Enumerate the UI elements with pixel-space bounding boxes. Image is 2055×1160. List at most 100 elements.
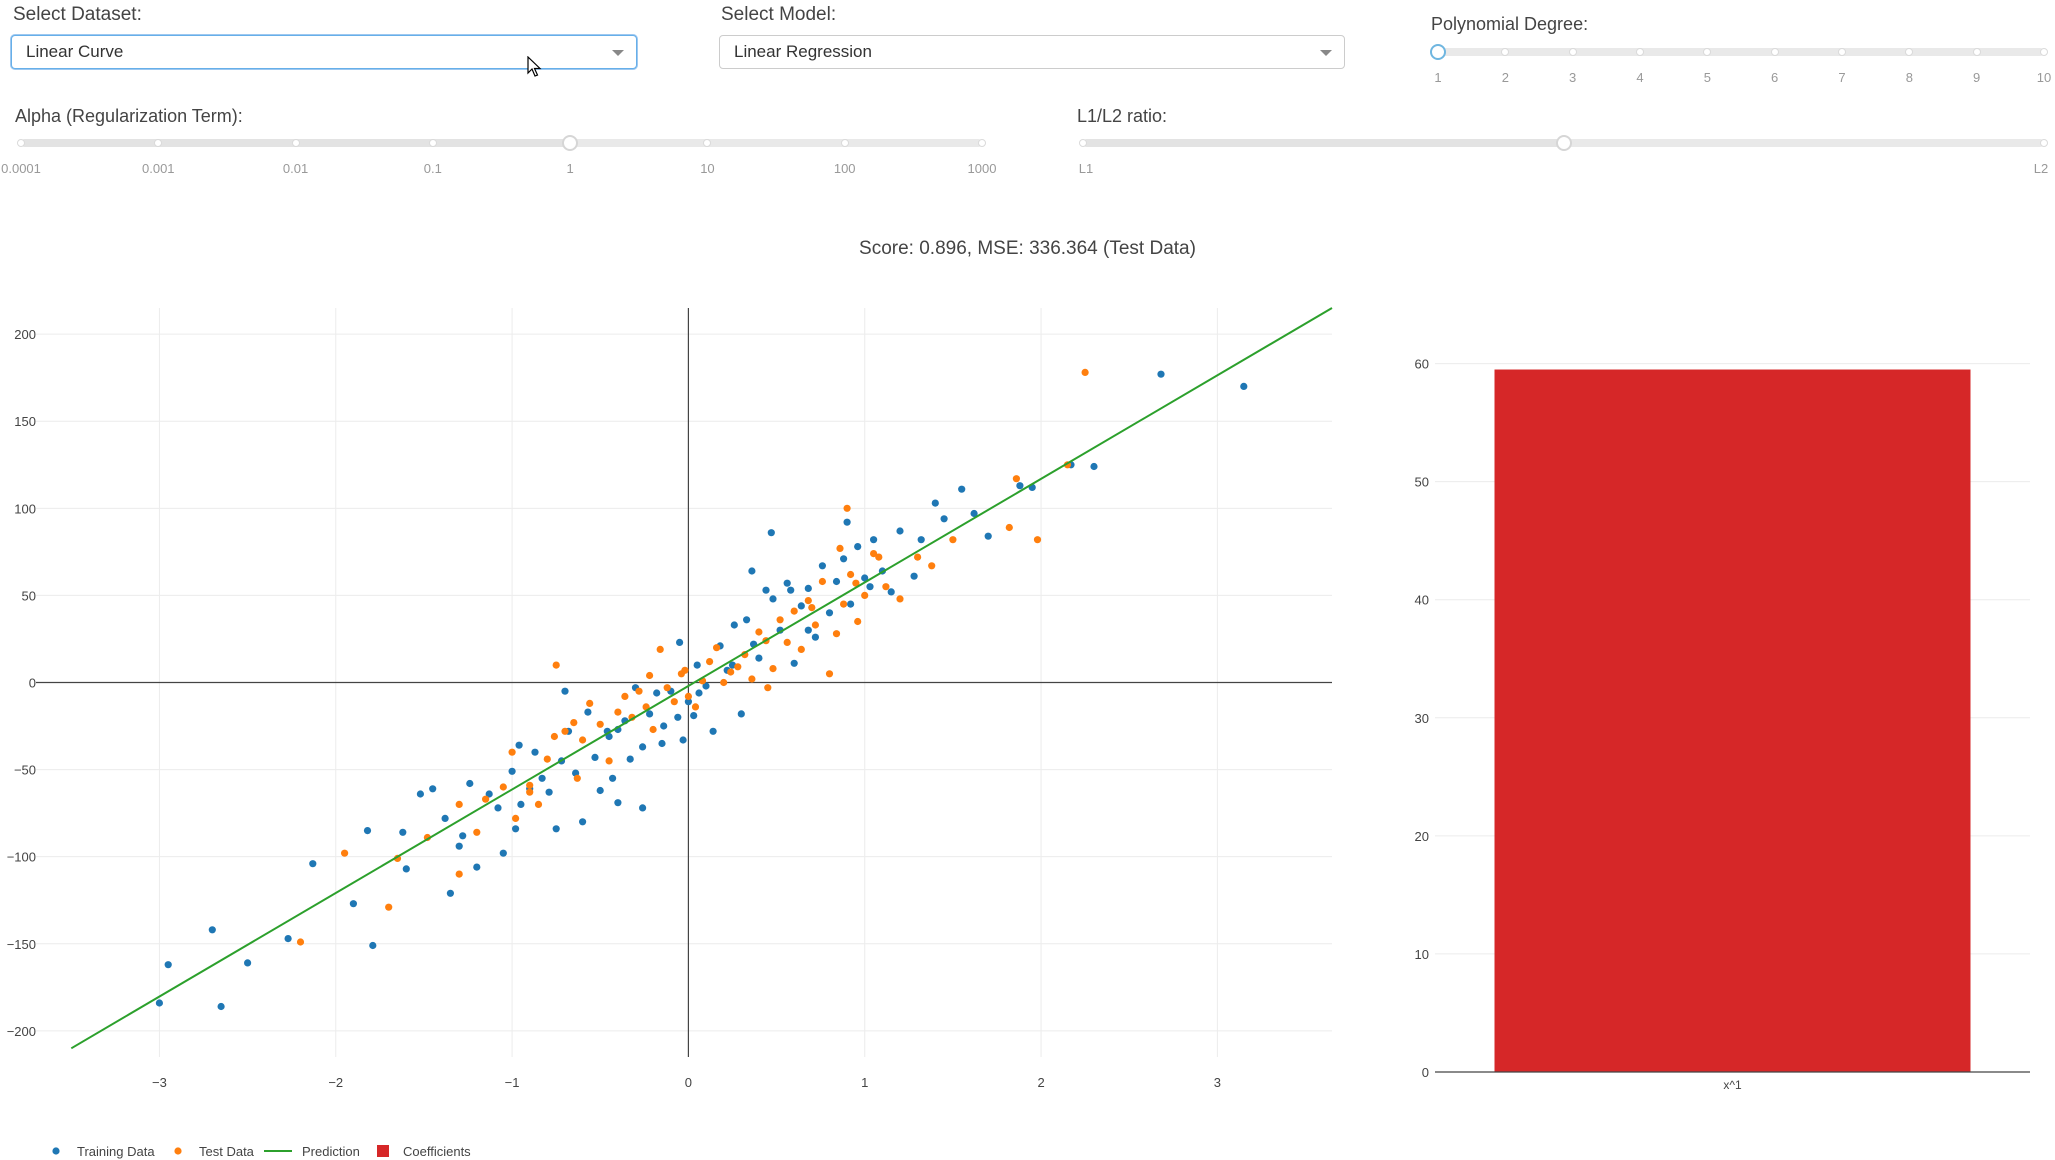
test-point	[455, 800, 463, 809]
legend-label: Prediction	[302, 1144, 360, 1159]
training-point	[552, 825, 560, 833]
training-point	[811, 633, 820, 641]
test-point	[832, 630, 841, 638]
slider-mark-dot	[1079, 139, 1087, 147]
training-point	[244, 959, 252, 967]
y-tick-label: −150	[7, 937, 36, 952]
legend-training-marker	[52, 1147, 60, 1155]
y-tick-label: 150	[14, 414, 36, 429]
test-point	[499, 783, 507, 791]
training-point	[164, 961, 172, 969]
training-point	[684, 698, 693, 706]
training-point	[416, 790, 424, 798]
test-point	[727, 668, 735, 676]
slider-mark-dot	[2040, 48, 2048, 56]
x-tick-label: −3	[152, 1075, 167, 1090]
training-point	[485, 790, 493, 798]
degree-mark-label: 6	[1771, 70, 1779, 85]
training-point	[676, 638, 684, 647]
degree-mark-label: 2	[1501, 70, 1509, 85]
training-point	[1157, 370, 1165, 378]
test-point	[720, 678, 728, 687]
training-point	[743, 616, 751, 624]
training-point	[887, 588, 895, 596]
x-tick-label: 0	[685, 1075, 692, 1090]
test-point	[473, 828, 481, 836]
slider-fill	[1083, 139, 1564, 147]
test-point	[586, 699, 594, 708]
slider-mark-dot	[154, 139, 163, 147]
test-point	[605, 757, 613, 765]
training-point	[931, 499, 939, 507]
training-point	[309, 860, 317, 868]
training-point	[854, 543, 862, 551]
test-point	[543, 755, 551, 763]
training-point	[538, 774, 546, 782]
legend: Training Data Test Data Prediction Coeffici…	[52, 1144, 471, 1159]
training-point	[840, 555, 848, 563]
test-point	[635, 687, 643, 695]
slider-handle[interactable]	[562, 135, 579, 151]
y-tick-label: 0	[29, 676, 36, 691]
alpha-mark-label: 0.001	[142, 161, 175, 176]
alpha-mark-label: 10	[700, 161, 715, 176]
test-point	[882, 583, 890, 591]
training-point	[695, 689, 703, 697]
training-point	[363, 827, 372, 835]
test-point	[843, 504, 851, 512]
test-point	[684, 692, 693, 701]
training-point	[517, 800, 525, 809]
score-text: Score: 0.896, MSE: 336.364 (Test Data)	[859, 238, 1196, 259]
test-point	[573, 774, 581, 782]
y-tick-label: 100	[14, 501, 36, 516]
bar-chart: 0 10 20 30 40 50 60 x^1	[1415, 357, 2030, 1092]
test-point	[691, 703, 700, 711]
training-point	[825, 609, 834, 617]
training-point	[1016, 482, 1024, 490]
training-point	[660, 722, 668, 730]
ratio-max-label: L2	[2033, 161, 2049, 176]
degree-mark-label: 4	[1636, 70, 1644, 85]
training-point	[561, 687, 569, 695]
training-point	[702, 682, 710, 690]
alpha-label: Alpha (Regularization Term):	[15, 106, 243, 126]
test-point	[614, 708, 622, 716]
ratio-min-label: L1	[1078, 161, 1094, 176]
test-point	[296, 938, 305, 946]
training-point	[693, 661, 701, 669]
test-point	[341, 849, 349, 857]
model-label: Select Model:	[721, 4, 837, 25]
chevron-down-icon[interactable]	[1320, 50, 1332, 56]
test-point	[570, 719, 578, 727]
training-point	[783, 579, 791, 587]
slider-track[interactable]	[1438, 48, 2044, 56]
x-tick-label: −1	[505, 1075, 520, 1090]
training-point	[843, 518, 851, 526]
test-point	[836, 544, 844, 553]
training-point	[762, 586, 770, 594]
test-point	[508, 748, 516, 756]
training-point	[155, 999, 163, 1007]
chevron-down-icon[interactable]	[612, 50, 624, 56]
training-point	[832, 577, 841, 586]
training-point	[866, 583, 874, 591]
model-dropdown[interactable]: Linear Regression	[719, 35, 1345, 69]
slider-handle[interactable]	[1430, 44, 1446, 60]
training-point	[804, 584, 812, 593]
slider-mark-dot	[1770, 48, 1779, 56]
scatter-series	[70, 307, 1333, 1050]
training-point	[369, 941, 377, 950]
training-point	[910, 572, 918, 580]
test-point	[764, 684, 772, 692]
test-point	[783, 638, 791, 647]
test-point	[681, 666, 689, 674]
test-point	[769, 665, 777, 673]
test-point	[808, 604, 816, 612]
test-point	[385, 903, 393, 911]
training-point	[658, 739, 666, 748]
training-point	[639, 743, 647, 751]
slider-handle[interactable]	[1555, 135, 1572, 151]
x-tick-label: 1	[861, 1075, 868, 1090]
bar-y-tick-label: 10	[1415, 947, 1429, 962]
legend-test-marker	[174, 1147, 182, 1155]
